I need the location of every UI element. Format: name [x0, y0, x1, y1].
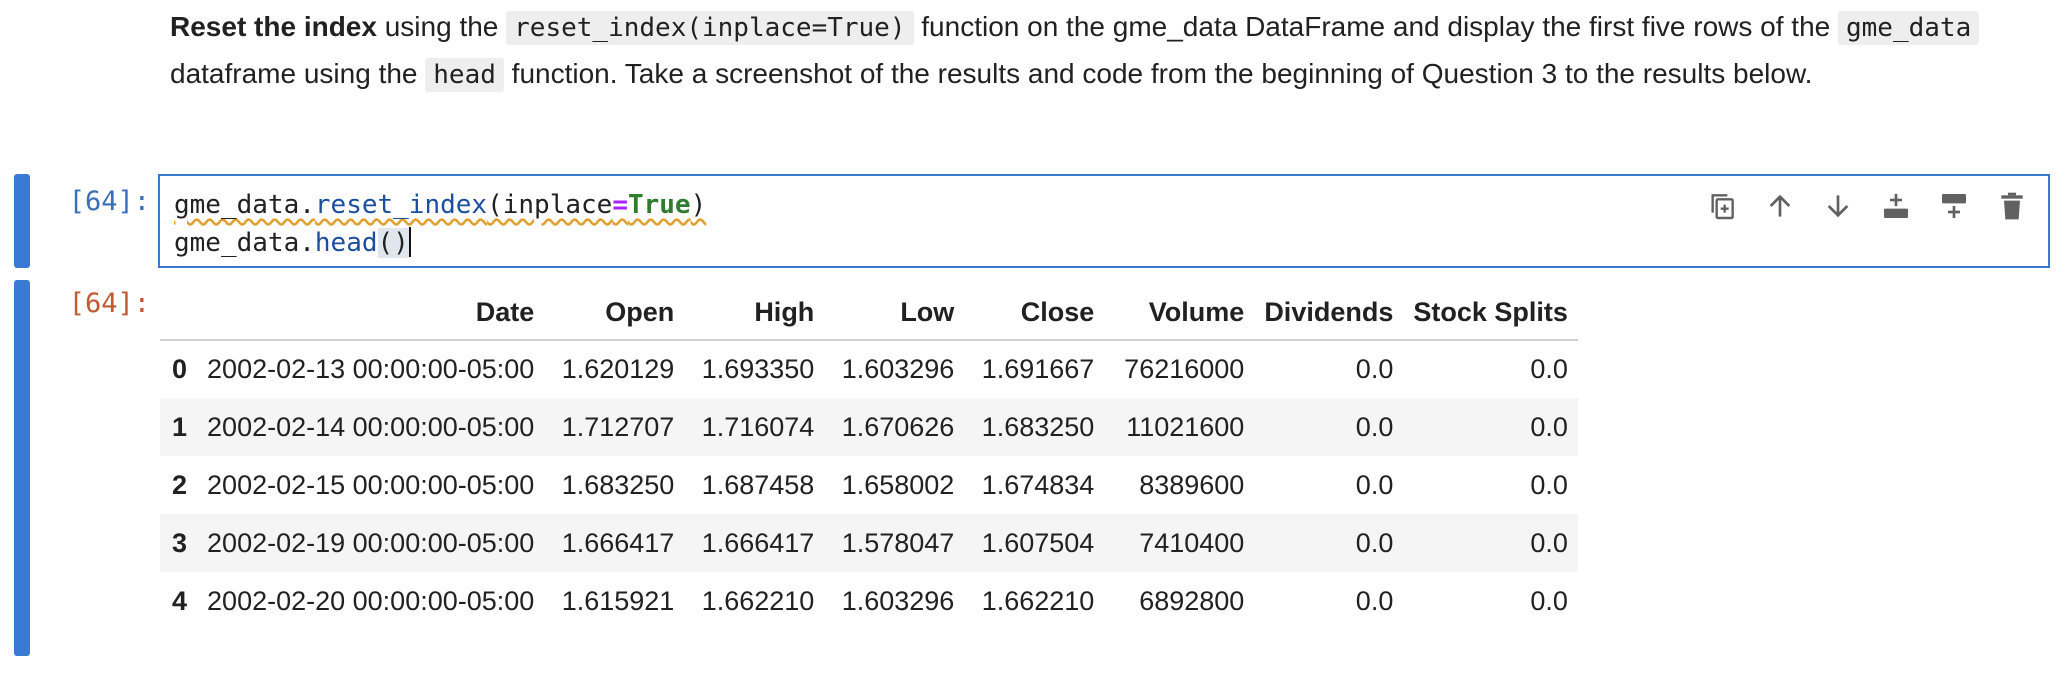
table-row: 3 2002-02-19 00:00:00-05:00 1.666417 1.6664…: [160, 514, 1578, 572]
table-cell: 1.615921: [561, 585, 675, 616]
table-cell: 6892800: [1139, 585, 1245, 616]
table-cell: 0.0: [1530, 354, 1568, 384]
table-row: 1 2002-02-14 00:00:00-05:00 1.712707 1.7160…: [160, 398, 1578, 456]
table-cell: 1.666417: [561, 527, 675, 558]
table-cell: 1.687458: [701, 469, 815, 500]
table-cell: 2002-02-14 00:00:00-05:00: [207, 411, 535, 442]
column-header: Low: [900, 297, 955, 327]
insert-below-icon[interactable]: [1936, 188, 1972, 224]
table-cell: 1.683250: [981, 411, 1095, 442]
table-cell: 1.603296: [841, 354, 955, 384]
table-cell: 1.712707: [561, 411, 675, 442]
table-cell: 0.0: [1530, 469, 1568, 500]
table-cell: 7410400: [1139, 527, 1245, 558]
column-header: Volume: [1148, 297, 1245, 327]
md-text: using the: [376, 11, 507, 42]
input-prompt: [64]:: [68, 186, 150, 217]
table-cell: 1.716074: [701, 411, 815, 442]
move-down-icon[interactable]: [1820, 188, 1856, 224]
table-cell: 1.607504: [981, 527, 1095, 558]
md-text: function. Take a screenshot of the resul…: [503, 58, 1813, 89]
output-collapser[interactable]: [14, 280, 30, 656]
table-row: 4 2002-02-20 00:00:00-05:00 1.615921 1.6622…: [160, 572, 1578, 630]
row-index: 4: [172, 585, 188, 616]
table-cell: 1.662210: [981, 585, 1095, 616]
table-cell: 0.0: [1355, 354, 1394, 384]
input-collapser[interactable]: [14, 174, 30, 268]
md-code-gme-data: gme_data: [1838, 11, 1980, 45]
table-cell: 76216000: [1124, 354, 1245, 384]
table-cell: 1.603296: [841, 585, 955, 616]
md-text: function on the gme_data DataFrame and d…: [913, 11, 1838, 42]
text-cursor: [408, 227, 411, 257]
move-up-icon[interactable]: [1762, 188, 1798, 224]
column-header: Close: [1020, 297, 1095, 327]
table-cell: 1.662210: [701, 585, 815, 616]
row-index: 3: [172, 527, 188, 558]
table-cell: 1.693350: [701, 354, 815, 384]
column-header: Date: [475, 297, 535, 327]
table-cell: 1.670626: [841, 411, 955, 442]
table-cell: 0.0: [1355, 469, 1394, 500]
code-line-2: gme_data.head(): [174, 227, 411, 258]
index-header: [160, 286, 197, 340]
table-cell: 1.683250: [561, 469, 675, 500]
column-header: Stock Splits: [1413, 297, 1568, 327]
table-cell: 1.674834: [981, 469, 1095, 500]
table-cell: 1.658002: [841, 469, 955, 500]
code-content[interactable]: gme_data.reset_index(inplace=True) gme_d…: [174, 186, 706, 262]
table-cell: 0.0: [1530, 527, 1568, 558]
table-row: 0 2002-02-13 00:00:00-05:00 1.620129 1.6933…: [160, 340, 1578, 398]
table-cell: 2002-02-13 00:00:00-05:00: [207, 354, 535, 384]
table-cell: 2002-02-20 00:00:00-05:00: [207, 585, 535, 616]
table-cell: 1.666417: [701, 527, 815, 558]
table-cell: 8389600: [1139, 469, 1245, 500]
column-header: High: [754, 297, 815, 327]
table-cell: 0.0: [1355, 585, 1394, 616]
duplicate-icon[interactable]: [1704, 188, 1740, 224]
row-index: 1: [172, 411, 188, 442]
table-cell: 0.0: [1530, 585, 1568, 616]
column-header: Open: [605, 297, 675, 327]
row-index: 2: [172, 469, 188, 500]
output-prompt: [64]:: [68, 288, 150, 319]
md-code-head: head: [425, 58, 504, 92]
markdown-cell: Reset the index using the reset_index(in…: [170, 4, 2040, 98]
table-cell: 1.620129: [561, 354, 675, 384]
column-header: Dividends: [1264, 297, 1394, 327]
md-bold: Reset the index: [170, 11, 377, 42]
md-code-reset-index: reset_index(inplace=True): [506, 11, 914, 45]
table-cell: 0.0: [1530, 411, 1568, 442]
table-cell: 2002-02-15 00:00:00-05:00: [207, 469, 535, 500]
table-row: 2 2002-02-15 00:00:00-05:00 1.683250 1.6874…: [160, 456, 1578, 514]
md-text: dataframe using the: [170, 58, 426, 89]
delete-icon[interactable]: [1994, 188, 2030, 224]
code-editor[interactable]: gme_data.reset_index(inplace=True) gme_d…: [158, 174, 2050, 268]
table-body: 0 2002-02-13 00:00:00-05:00 1.620129 1.6933…: [160, 340, 1578, 630]
cell-toolbar: [1704, 188, 2030, 224]
insert-above-icon[interactable]: [1878, 188, 1914, 224]
table-cell: 2002-02-19 00:00:00-05:00: [207, 527, 535, 558]
dataframe-output: Date Open High Low Close Volume Dividend…: [160, 286, 1578, 630]
row-index: 0: [172, 354, 188, 384]
table-cell: 1.691667: [981, 354, 1095, 384]
code-line-1: gme_data.reset_index(inplace=True): [174, 190, 707, 220]
table-header-row: Date Open High Low Close Volume Dividend…: [160, 286, 1578, 340]
table-cell: 1.578047: [841, 527, 955, 558]
table-cell: 0.0: [1355, 527, 1394, 558]
table-cell: 11021600: [1126, 411, 1245, 442]
table-cell: 0.0: [1355, 411, 1394, 442]
